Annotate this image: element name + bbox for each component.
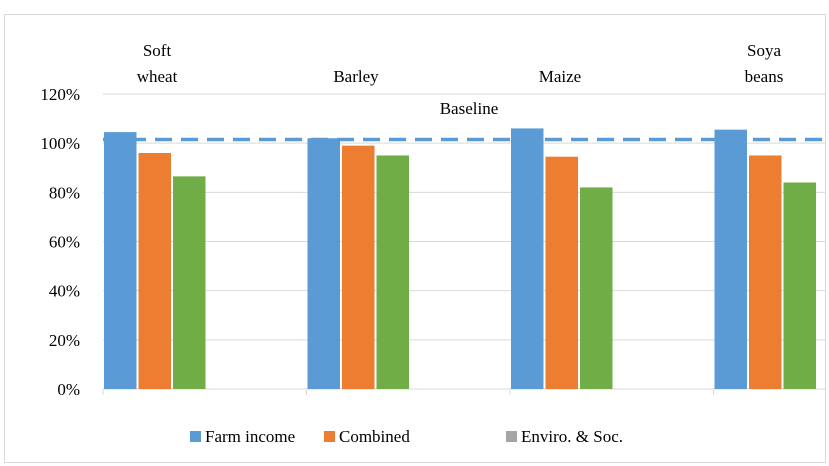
category-label: Maize [539,67,581,86]
y-tick-label: 60% [49,233,80,252]
bar-farm-income [307,138,340,389]
bar-combined [138,153,171,389]
legend-swatch [190,431,201,442]
baseline-label: Baseline [440,99,499,118]
y-tick-label: 80% [49,183,80,202]
category-label: Soya [747,41,781,60]
bar-enviro-soc- [376,155,409,389]
y-tick-label: 40% [49,282,80,301]
category-label: wheat [137,67,178,86]
bar-farm-income [511,128,544,389]
category-label: Barley [333,67,379,86]
legend-swatch [324,431,335,442]
bar-enviro-soc- [783,182,816,389]
category-label: beans [745,67,784,86]
legend-swatch [506,431,517,442]
y-tick-label: 20% [49,331,80,350]
bar-enviro-soc- [580,187,613,389]
legend-label: Enviro. & Soc. [521,427,623,446]
legend-label: Combined [339,427,410,446]
bar-combined [342,145,375,389]
category-label: Soft [143,41,172,60]
bar-enviro-soc- [173,176,206,389]
bar-farm-income [104,132,137,389]
bar-combined [749,155,782,389]
legend-label: Farm income [205,427,295,446]
bar-combined [545,156,578,389]
y-tick-label: 0% [57,380,80,399]
y-tick-label: 100% [40,134,80,153]
y-tick-label: 120% [40,85,80,104]
bar-farm-income [714,129,747,390]
